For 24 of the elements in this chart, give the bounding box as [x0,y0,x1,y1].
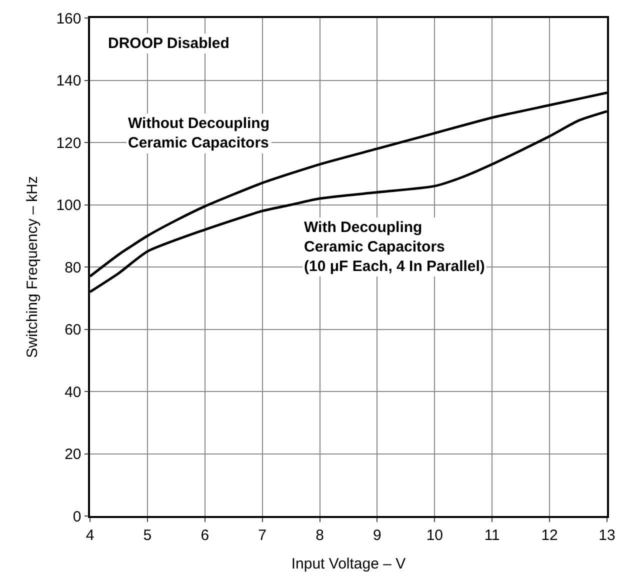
x-tick-label: 8 [316,526,324,544]
annotation: DROOP Disabled [108,35,230,52]
y-axis-title: Switching Frequency – kHz [24,176,41,358]
x-tick-label: 4 [86,526,94,544]
x-tick-label: 7 [258,526,266,544]
y-tick-label: 100 [56,197,82,214]
x-tick-label: 6 [200,526,210,544]
annotation: Without Decoupling Ceramic Capacitors [128,115,270,152]
x-axis-title: Input Voltage – V [291,555,406,572]
y-tick-label: 40 [64,384,82,401]
y-tick-label: 140 [56,72,82,90]
x-tick-label: 13 [598,526,616,544]
x-tick-label: 9 [373,526,382,544]
y-tick-label: 80 [64,259,82,276]
x-tick-label: 11 [484,526,500,544]
y-tick-label: 120 [56,134,82,152]
y-tick-label: 160 [56,10,82,28]
y-tick-label: 0 [72,508,82,526]
x-tick-label: 10 [426,526,444,544]
y-tick-label: 60 [64,322,82,338]
annotation: With Decoupling Ceramic Capacitors (10 μF Each, 4 In Parallel) [304,219,485,275]
y-tick-label: 20 [64,446,82,463]
x-tick-label: 12 [541,526,558,544]
x-tick-label: 5 [143,526,152,544]
